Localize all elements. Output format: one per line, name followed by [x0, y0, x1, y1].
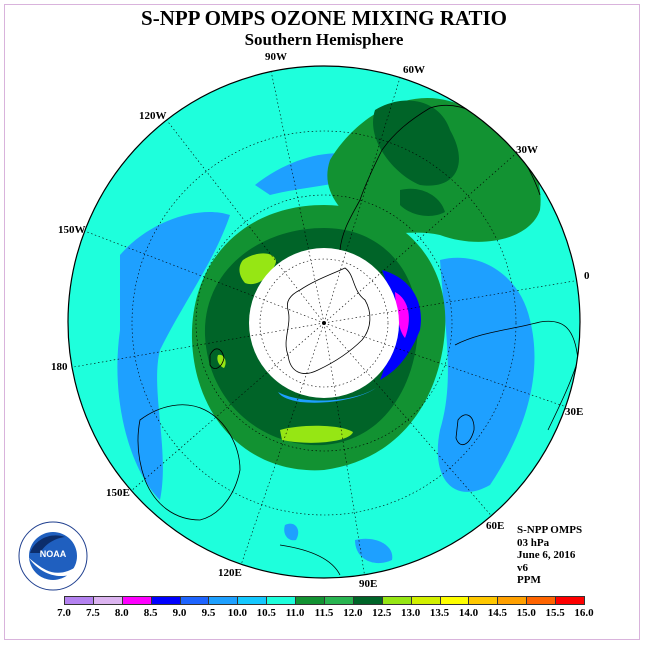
- logo-text: NOAA: [40, 549, 67, 559]
- colorbar-swatch: [352, 596, 383, 605]
- lon-label-180: 180: [51, 361, 68, 373]
- colorbar-tick-label: 14.0: [458, 607, 479, 619]
- colorbar-swatch: [439, 596, 470, 605]
- colorbar-tick-label: 15.5: [545, 607, 565, 619]
- map-title: S-NPP OMPS OZONE MIXING RATIO: [141, 6, 507, 30]
- colorbar-tick-label: 10.5: [256, 607, 276, 619]
- colorbar-swatch: [324, 596, 354, 605]
- colorbar-tick-label: 13.5: [429, 607, 450, 619]
- colorbar-swatch: [150, 596, 181, 605]
- map-border: [67, 65, 581, 579]
- colorbar-tick-label: 16.0: [574, 607, 594, 619]
- lon-label-90e: 90E: [359, 578, 377, 590]
- lon-label-30e: 30E: [565, 406, 583, 418]
- colorbar-tick-label: 7.5: [86, 607, 100, 619]
- antarctica-coast: [285, 267, 371, 374]
- info-units: PPM: [517, 574, 541, 586]
- colorbar-tick-label: 11.5: [314, 607, 334, 619]
- maximum-patch-small: [217, 354, 226, 368]
- colorbar-tick-label: 10.0: [227, 607, 247, 619]
- info-instrument: S-NPP OMPS: [517, 524, 583, 536]
- colorbar-swatch: [555, 596, 585, 605]
- lon-label-120w: 120W: [139, 110, 167, 122]
- colorbar-tick-label: 15.0: [516, 607, 536, 619]
- info-level: 03 hPa: [517, 536, 550, 549]
- colorbar-swatch: [237, 596, 268, 605]
- noaa-logo: NOAA: [18, 521, 88, 591]
- colorbar-swatch: [64, 596, 94, 605]
- ozone-field: [68, 66, 580, 578]
- colorbar-tick-label: 9.5: [201, 607, 216, 619]
- colorbar-swatch: [266, 596, 297, 605]
- colorbar-tick-label: 8.0: [114, 607, 129, 619]
- south-pole-marker: [322, 321, 326, 325]
- colorbar-tick-label: 8.5: [143, 607, 158, 619]
- colorbar-tick-label: 12.0: [343, 607, 363, 619]
- madagascar-coast: [455, 414, 475, 446]
- green-inner-plume: [373, 100, 459, 186]
- colorbar-tick-label: 7.0: [57, 607, 71, 619]
- green-inner-plume-2: [400, 188, 445, 216]
- graticule: [68, 66, 580, 578]
- colorbar-swatch: [295, 596, 325, 605]
- colorbar-swatch: [410, 596, 441, 605]
- colorbar-swatch: [121, 596, 152, 605]
- info-block: S-NPP OMPS 03 hPa June 6, 2016 v6 PPM: [517, 524, 582, 587]
- lon-label-60w: 60W: [403, 64, 425, 76]
- colorbar-swatch: [468, 596, 499, 605]
- colorbar-swatch: [208, 596, 239, 605]
- australia-coast: [137, 404, 241, 521]
- lon-label-150w: 150W: [58, 224, 86, 236]
- colorbar-swatch: [381, 596, 412, 605]
- colorbar-swatch: [179, 596, 210, 605]
- longitude-labels: 90W 60W 30W 0 30E 60E 90E 120E 150E 180 …: [51, 51, 590, 590]
- blue-region-south: [355, 538, 393, 564]
- colorbar-tick-label: 9.0: [172, 607, 187, 619]
- southeast-asia-coast: [279, 544, 341, 576]
- info-version: v6: [517, 561, 528, 574]
- colorbar-swatch: [526, 596, 557, 605]
- colorbar-tick-label: 12.5: [372, 607, 392, 619]
- new-zealand-coast: [209, 348, 225, 369]
- colorbar-swatch: [497, 596, 528, 605]
- maximum-patch-south: [280, 425, 353, 443]
- lon-label-90w: 90W: [265, 51, 287, 63]
- map-subtitle: Southern Hemisphere: [244, 30, 404, 49]
- figure-frame: [4, 4, 640, 640]
- colorbar-tick-label: 11.0: [285, 607, 305, 619]
- lon-label-0: 0: [584, 270, 590, 282]
- africa-coast: [454, 320, 579, 431]
- lon-label-60e: 60E: [486, 520, 504, 532]
- info-date: June 6, 2016: [517, 549, 576, 561]
- colorbar-tick-label: 13.0: [401, 607, 421, 619]
- lon-label-30w: 30W: [516, 144, 538, 156]
- colorbar: 7.0 7.5 8.0 8.5 9.0 9.5 10.0 10.5 11.0 11.5 12.0 12…: [57, 596, 594, 624]
- blue-region-east: [437, 257, 535, 492]
- colorbar-tick-label: 14.5: [487, 607, 507, 619]
- blue-region-south-small: [284, 523, 299, 541]
- lon-label-120e: 120E: [218, 567, 242, 579]
- lon-label-150e: 150E: [106, 487, 130, 499]
- blue-region-west: [117, 211, 230, 501]
- colorbar-swatch: [92, 596, 123, 605]
- low-magenta-edge: [395, 292, 409, 338]
